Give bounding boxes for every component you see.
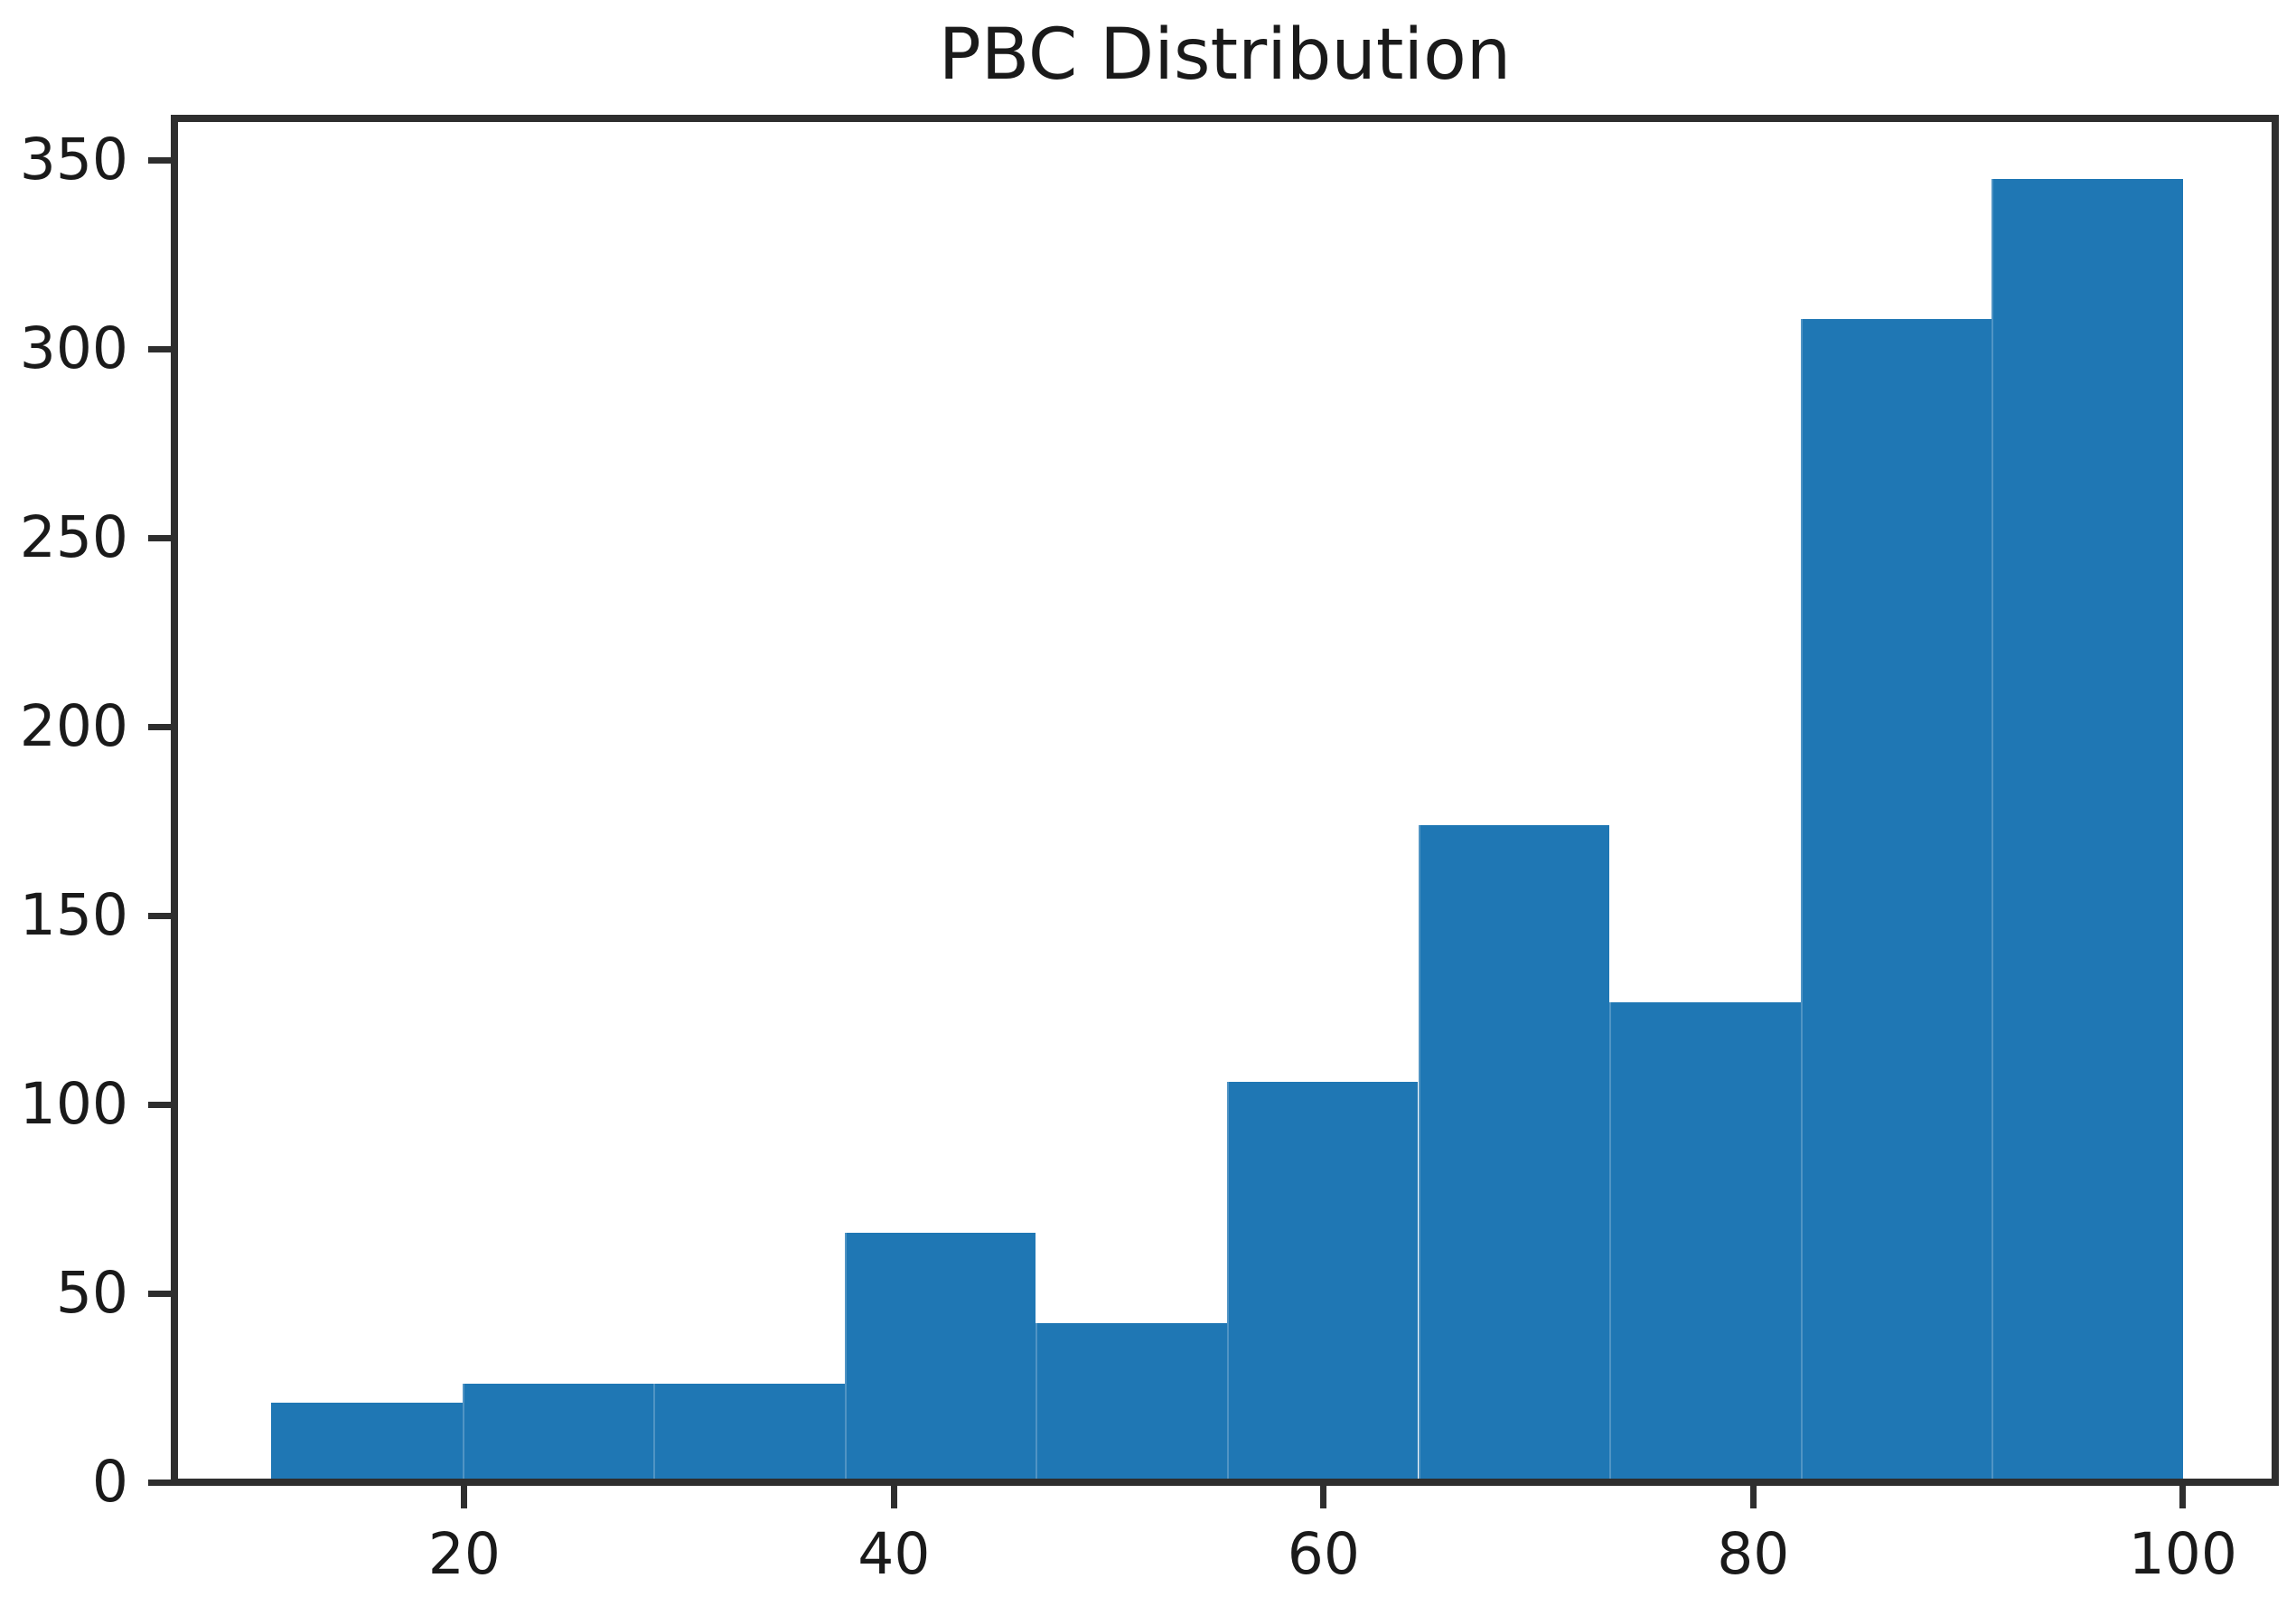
histogram-bar [1800, 318, 1992, 1482]
y-tick-label: 350 [19, 127, 128, 193]
x-tick-label: 80 [1717, 1521, 1790, 1587]
x-axis-tick [1749, 1486, 1757, 1508]
y-axis-tick [148, 1290, 171, 1297]
y-axis-tick [148, 345, 171, 352]
y-tick-label: 250 [19, 504, 128, 570]
x-tick-label: 100 [2128, 1521, 2237, 1587]
histogram-bar [271, 1403, 463, 1482]
x-axis-tick [461, 1486, 468, 1508]
y-axis-tick [148, 156, 171, 164]
x-axis-tick [890, 1486, 897, 1508]
y-axis-tick [148, 534, 171, 541]
x-tick-label: 40 [857, 1521, 931, 1587]
x-axis-tick [2179, 1486, 2187, 1508]
x-axis-tick [1320, 1486, 1327, 1508]
y-axis-tick [148, 912, 171, 919]
histogram-bar [1226, 1081, 1419, 1482]
y-axis-tick [148, 1101, 171, 1108]
y-tick-label: 50 [55, 1260, 128, 1326]
y-axis-tick [148, 1479, 171, 1486]
x-tick-label: 60 [1287, 1521, 1360, 1587]
histogram-bar [653, 1384, 845, 1482]
y-axis-tick [148, 723, 171, 730]
histogram-bar [1036, 1323, 1227, 1482]
y-tick-label: 150 [19, 882, 128, 948]
histogram-bar [844, 1233, 1036, 1482]
y-tick-label: 300 [19, 315, 128, 381]
y-tick-label: 200 [19, 693, 128, 759]
histogram-bar [1991, 178, 2183, 1482]
y-tick-label: 100 [19, 1071, 128, 1137]
histogram-bar [1418, 824, 1610, 1482]
x-tick-label: 20 [427, 1521, 501, 1587]
y-tick-label: 0 [91, 1449, 128, 1515]
histogram-bar [462, 1384, 654, 1482]
histogram-bar [1609, 1002, 1801, 1482]
chart-title: PBC Distribution [938, 14, 1512, 96]
